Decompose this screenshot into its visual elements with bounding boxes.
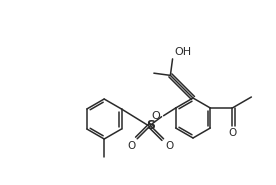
Text: O: O — [228, 128, 237, 138]
Text: O: O — [127, 141, 135, 151]
Text: OH: OH — [175, 47, 192, 57]
Text: O: O — [166, 141, 174, 151]
Text: S: S — [146, 119, 155, 132]
Text: O: O — [152, 111, 161, 121]
